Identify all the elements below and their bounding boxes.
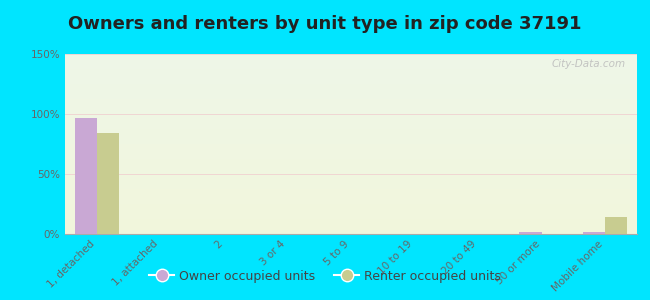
- Bar: [75, 118, 97, 234]
- Bar: [97, 133, 119, 234]
- Bar: [583, 232, 605, 234]
- Text: City-Data.com: City-Data.com: [551, 59, 625, 69]
- Legend: Owner occupied units, Renter occupied units: Owner occupied units, Renter occupied un…: [144, 265, 506, 288]
- Bar: [605, 217, 627, 234]
- Bar: [519, 232, 541, 234]
- Text: Owners and renters by unit type in zip code 37191: Owners and renters by unit type in zip c…: [68, 15, 582, 33]
